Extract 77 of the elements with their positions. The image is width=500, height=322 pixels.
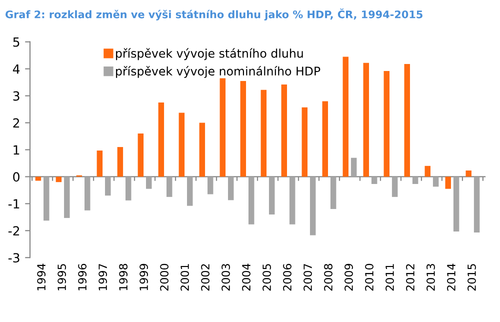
x-tick-label: 1994 [37,264,46,290]
y-tick-label: -3 [8,253,20,263]
bar [158,102,164,177]
legend-label: příspěvek vývoje státního dluhu [116,48,303,60]
bar [44,176,50,221]
y-tick-label: 4 [12,64,20,74]
bar [84,176,90,210]
x-tick-label: 2015 [468,264,476,291]
bar [186,176,193,206]
x-tick-label: 2014 [447,264,456,291]
legend-label: příspěvek vývoje nominálního HDP [116,66,320,78]
bar [453,176,460,232]
y-tick-label: 0 [13,172,20,182]
bar [105,176,111,196]
bar [466,170,472,177]
bar [322,101,328,177]
bar [56,176,62,182]
bar [310,176,316,236]
x-tick-label: 2000 [160,264,168,291]
bar [302,107,308,177]
x-tick-label: 2003 [222,264,230,291]
bar [384,70,390,177]
bar [342,56,348,177]
x-tick-label: 1999 [140,264,148,290]
x-tick-label: 2010 [365,264,374,291]
x-tick-label: 2006 [283,264,292,291]
x-tick-label: 2001 [180,264,189,291]
bar [228,176,234,200]
y-tick-label: 1 [14,145,20,154]
x-tick-label: 1995 [58,264,66,290]
x-tick-label: 2013 [426,264,435,291]
bar [126,176,132,200]
x-tick-label: 2007 [304,264,312,291]
bar [350,158,357,177]
x-tick-label: 2005 [262,264,271,291]
bar [474,176,480,233]
bar [35,176,42,181]
bar [166,176,172,197]
bar [178,112,185,177]
x-tick-label: 2012 [406,264,414,291]
x-tick-label: 2011 [386,264,394,291]
x-tick-label: 1996 [78,264,87,290]
x-tick-label: 1997 [98,264,108,290]
bar [363,62,369,177]
bar [281,84,288,177]
y-tick-label: 5 [13,37,20,47]
bar [432,176,439,187]
chart-title: Graf 2: rozklad změn ve výši státního dluhu jako % HDP, ČR, 1994-2015 [6,8,422,20]
bar [424,166,430,177]
x-tick-label: 2002 [201,264,210,291]
bar [220,78,226,177]
bar [371,176,378,184]
y-tick-label: -2 [8,226,20,236]
bar [199,122,206,177]
bar [412,176,418,184]
bar [260,90,267,177]
x-tick-label: 2008 [324,264,332,291]
bar [138,134,144,177]
x-tick-label: 1998 [119,264,128,290]
bar [268,176,275,214]
bar [289,176,296,224]
bar [240,80,246,177]
bar [392,176,398,197]
x-tick-label: 2004 [242,264,250,291]
bar [146,176,152,189]
x-tick-label: 2009 [344,264,353,291]
bar [248,176,254,224]
bar [117,147,124,177]
y-tick-label: 2 [13,118,20,128]
bar [404,64,410,177]
bar [96,150,103,177]
bar [330,176,336,210]
bar [445,176,451,189]
y-tick-label: 3 [13,91,20,101]
bar [207,176,214,194]
bar [64,176,70,218]
y-tick-label: -1 [8,199,20,208]
